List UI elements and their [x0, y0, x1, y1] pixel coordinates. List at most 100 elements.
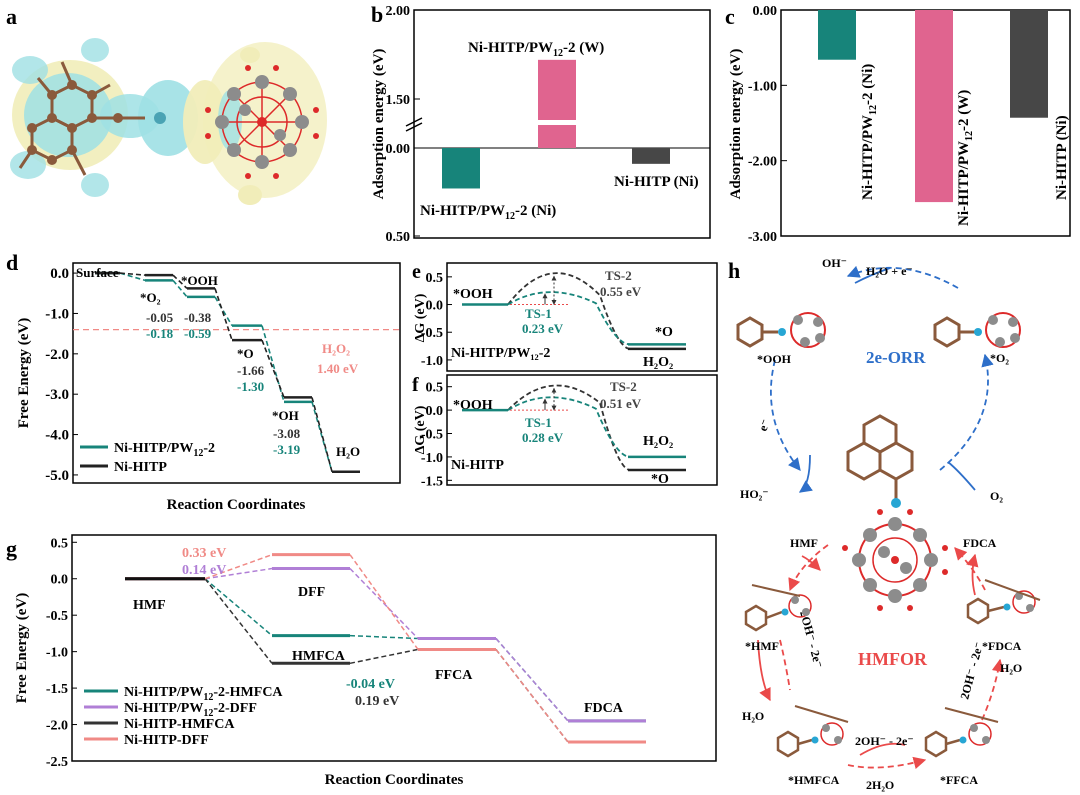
- ts1-value: 0.23 eV: [522, 321, 564, 336]
- panel-f-chart: 0.5 0.0 -0.5 -1.0 -1.5 ΔG (eV) *OOH TS-2 0.5…: [413, 374, 718, 489]
- yellow-lobe: [238, 185, 262, 205]
- charge-density-image: [10, 38, 327, 205]
- tick-label: -2.0: [46, 719, 68, 734]
- ts1-value: 0.28 eV: [522, 430, 564, 445]
- plot-frame: [413, 9, 711, 239]
- tick-label: 0.00: [753, 4, 778, 19]
- y-axis-label: ΔG (eV): [413, 293, 428, 342]
- connector: [495, 638, 569, 722]
- ref-value: 1.40 eV: [317, 361, 359, 376]
- hmfor-arrow: [788, 544, 829, 592]
- bar: [915, 10, 953, 203]
- connector: [204, 578, 273, 664]
- bar-label-nihitp: Ni-HITP (Ni): [614, 174, 699, 190]
- cyan-lobe: [138, 80, 198, 156]
- scheme-label: *HMFCA: [788, 773, 840, 787]
- plot-title: Ni-HITP: [451, 458, 504, 473]
- ts1-label: TS-1: [525, 306, 552, 321]
- panel-label-e: e: [412, 261, 421, 283]
- tick-label: 0.0: [50, 266, 69, 282]
- tick-label: -1.5: [421, 474, 443, 489]
- panel-label-d: d: [6, 250, 18, 275]
- scheme-label: O₂: [990, 489, 1003, 503]
- orr-arrow: [770, 359, 801, 471]
- state-label: HMF: [133, 598, 166, 613]
- ts2-curve: [507, 272, 631, 350]
- y-axis-label: Adsorption energy (eV): [728, 49, 744, 200]
- tick-label: 0.0: [51, 573, 69, 588]
- hmfor-title: HMFOR: [858, 649, 928, 669]
- panel-e-chart: 0.5 0.0 -0.5 -1.0 ΔG (eV) *OOH TS-2 0.55 eV…: [413, 262, 718, 372]
- plot-title: Ni-HITP/PW₁₂-2: [451, 346, 550, 361]
- state-label: H₂O: [336, 444, 360, 459]
- central-catalyst: [842, 414, 948, 611]
- end-label-o: *O: [651, 472, 669, 487]
- cyan-lobe: [10, 151, 46, 179]
- connector: [261, 339, 285, 398]
- tick-label: 0.0: [426, 404, 444, 419]
- ref-label: H₂O₂: [322, 341, 350, 356]
- orr-arrow: [846, 265, 959, 289]
- legend-label: Ni-HITP/PW12-2-HMFCA: [124, 685, 283, 703]
- tick-label: -3.00: [748, 230, 777, 245]
- scheme-label: H₂O: [1000, 661, 1022, 675]
- cyan-lobe: [81, 173, 109, 197]
- scheme-label: HO₂⁻: [740, 487, 769, 501]
- bar-break: [538, 120, 576, 125]
- panel-b-chart: 2.00 1.50 0.00 0.50 Adsorption energy (e…: [371, 4, 711, 245]
- scheme-label: *FDCA: [982, 639, 1022, 653]
- connector: [311, 397, 333, 472]
- ts2-value: 0.51 eV: [600, 396, 642, 411]
- panel-label-f: f: [412, 374, 419, 396]
- molecule-fdca: [966, 579, 1041, 625]
- connector: [204, 553, 273, 580]
- axis-break: [405, 117, 423, 127]
- hmfor-arrow: [801, 555, 821, 571]
- y-axis-label: Adsorption energy (eV): [371, 49, 387, 200]
- tick-label: 0.5: [51, 536, 69, 551]
- scheme-label: FDCA: [963, 536, 997, 550]
- panel-label-c: c: [725, 4, 735, 29]
- tick-label: -4.0: [45, 428, 69, 444]
- hmfor-arrow: [981, 658, 1005, 721]
- connector: [119, 272, 146, 276]
- end-label-o: *O: [655, 325, 673, 340]
- scheme-label: 2OH⁻ - 2e⁻: [957, 640, 986, 700]
- tick-label: 0.5: [426, 271, 444, 286]
- value-label: -3.08: [273, 426, 301, 441]
- tick-label: -0.5: [421, 326, 443, 341]
- value-label: -0.18: [146, 326, 174, 341]
- state-label: FFCA: [435, 668, 473, 683]
- bar: [818, 10, 856, 60]
- scheme-label: e⁻: [756, 417, 773, 433]
- connector: [349, 634, 419, 640]
- value-label: 0.19 eV: [355, 694, 399, 709]
- connector: [349, 568, 419, 640]
- connector: [172, 279, 188, 298]
- state-label: *OOH: [181, 273, 218, 288]
- tick-label: 0.0: [426, 299, 444, 314]
- state-label: FDCA: [584, 701, 624, 716]
- panel-label-g: g: [6, 536, 17, 561]
- tick-label: 0.00: [386, 142, 411, 157]
- panel-g-chart: 0.5 0.0 -0.5 -1.0 -1.5 -2.0 -2.5 Free Energy (…: [14, 534, 717, 788]
- ts2-label: TS-2: [610, 379, 637, 394]
- connector: [172, 274, 188, 290]
- connector: [119, 272, 146, 282]
- carbon-atoms: [27, 80, 123, 165]
- ts2-value: 0.55 eV: [600, 284, 642, 299]
- panel-c-chart: 0.00 -1.00 -2.00 -3.00 Adsorption energy (e…: [728, 4, 1071, 245]
- legend-label: Ni-HITP/PW12-2: [114, 441, 215, 459]
- tick-label: 2.00: [386, 4, 411, 19]
- scheme-label: *FFCA: [940, 773, 978, 787]
- bar-label: Ni-HITP/PW12-2 (W): [956, 90, 975, 226]
- legend-label: Ni-HITP-DFF: [124, 733, 209, 748]
- oxygen-atom: [257, 117, 267, 127]
- scheme-label: H₂O: [742, 709, 764, 723]
- ts1-curve: [507, 396, 631, 458]
- connector: [214, 288, 233, 341]
- tick-label: 0.5: [426, 381, 444, 396]
- tick-label: -1.0: [46, 646, 68, 661]
- yellow-lobe: [240, 47, 260, 63]
